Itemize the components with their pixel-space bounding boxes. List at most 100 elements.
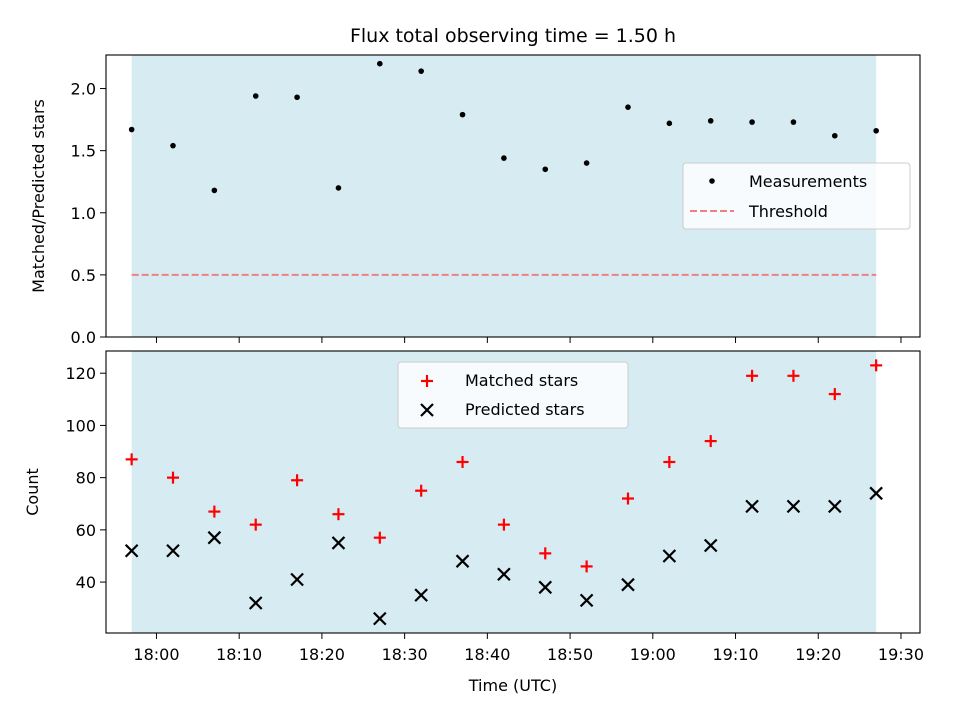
matched-stars-point [580,560,593,573]
y-tick-label: 100 [65,416,96,435]
top-y-axis-ticks: 0.0 0.5 1.0 1.5 2.0 [71,80,106,347]
predicted-stars-point [290,572,304,587]
matched-stars-point [373,531,386,544]
y-tick-label: 60 [76,521,96,540]
predicted-stars-point [248,596,263,610]
matched-stars-point [332,508,345,521]
predicted-stars-point [373,611,387,626]
legend-measurements-marker [709,178,715,184]
predicted-stars-point [166,543,180,558]
measurement-point [873,127,879,134]
y-tick-label: 1.0 [71,204,96,223]
measurement-point [459,111,466,118]
measurement-point [418,68,424,74]
measurement-point [211,187,218,194]
predicted-stars-point [497,567,511,582]
bottom-legend: Matched stars Predicted stars [397,361,629,429]
measurement-point [542,166,549,173]
x-tick-label: 18:50 [547,645,593,664]
matched-stars-point [415,484,428,497]
predicted-stars-point [869,486,883,501]
top-axes-frame [105,54,921,338]
y-tick-label: 0.0 [71,328,96,347]
legend-matched-label: Matched stars [465,371,578,390]
bottom-series [124,359,883,626]
matched-stars-point [787,369,800,382]
matched-stars-point [663,455,676,468]
legend-predicted-label: Predicted stars [465,400,585,419]
x-tick-label: 19:20 [795,645,841,664]
y-tick-label: 40 [76,573,96,592]
matched-stars-point [746,369,759,382]
measurement-point [377,60,383,67]
predicted-stars-point [331,536,346,550]
y-tick-label: 1.5 [71,142,96,161]
x-tick-label: 18:30 [382,645,428,664]
matched-stars-point [870,359,883,372]
legend-threshold-label: Threshold [748,202,828,221]
predicted-stars-point [538,580,553,595]
matched-stars-point [291,474,304,487]
top-legend: Measurements Threshold [682,162,911,230]
measurement-point [128,126,135,133]
matched-stars-point [828,388,841,401]
predicted-stars-point [414,588,428,602]
matched-stars-point [704,435,717,448]
predicted-stars-point [124,543,139,558]
x-tick-label: 18:10 [216,645,262,664]
x-tick-label: 18:40 [464,645,510,664]
measurement-point [707,118,714,124]
measurement-point [831,132,838,139]
matched-stars-point [539,547,552,560]
x-axis-label: Time (UTC) [468,676,557,695]
measurement-point [625,104,631,110]
x-tick-label: 18:20 [299,645,345,664]
y-tick-label: 0.5 [71,266,96,285]
measurement-point [749,119,755,125]
chart-title: Flux total observing time = 1.50 h [350,25,676,47]
measurement-point [501,155,507,161]
bottom-y-axis-label: Count [23,468,42,516]
x-tick-label: 19:30 [878,645,924,664]
predicted-stars-point [207,530,222,545]
measurement-point [170,142,176,149]
predicted-stars-point [828,499,842,514]
top-x-axis-ticks [155,337,902,343]
matched-stars-point [125,453,138,466]
x-tick-label: 19:10 [712,645,758,664]
predicted-stars-point [786,499,801,514]
measurement-point [666,120,673,127]
top-legend-box [682,162,911,230]
bottom-axes-frame [105,350,921,634]
bottom-y-axis-ticks: 40 60 80 100 120 [65,364,106,592]
matched-stars-point [167,471,180,484]
y-tick-label: 120 [65,364,96,383]
matched-stars-point [456,455,469,468]
predicted-stars-point [703,538,718,553]
predicted-stars-point [579,593,594,608]
matched-stars-point [497,518,510,531]
top-series [128,60,879,276]
measurement-point [294,94,300,101]
matched-stars-point [621,492,634,505]
measurement-point [252,93,259,99]
legend-measurements-label: Measurements [749,172,867,191]
matched-stars-point [249,518,262,531]
predicted-stars-point [662,549,677,563]
legend-predicted-marker [420,403,434,417]
matched-stars-point [208,505,221,518]
bottom-legend-box [397,361,629,429]
measurement-point [583,160,590,166]
measurement-point [335,185,342,191]
legend-matched-marker [421,375,433,387]
predicted-stars-point [621,577,635,592]
top-y-axis-label: Matched/Predicted stars [29,99,48,293]
y-tick-label: 80 [76,469,96,488]
measurement-point [790,119,797,125]
x-tick-label: 19:00 [630,645,676,664]
y-tick-label: 2.0 [71,80,96,99]
bottom-x-axis-ticks: 18:00 18:10 18:20 18:30 18:40 18:50 19:00 19:10… [133,633,924,664]
top-panel: 0.00.51.01.52.0 Matched/Predicted stars … [29,54,921,347]
